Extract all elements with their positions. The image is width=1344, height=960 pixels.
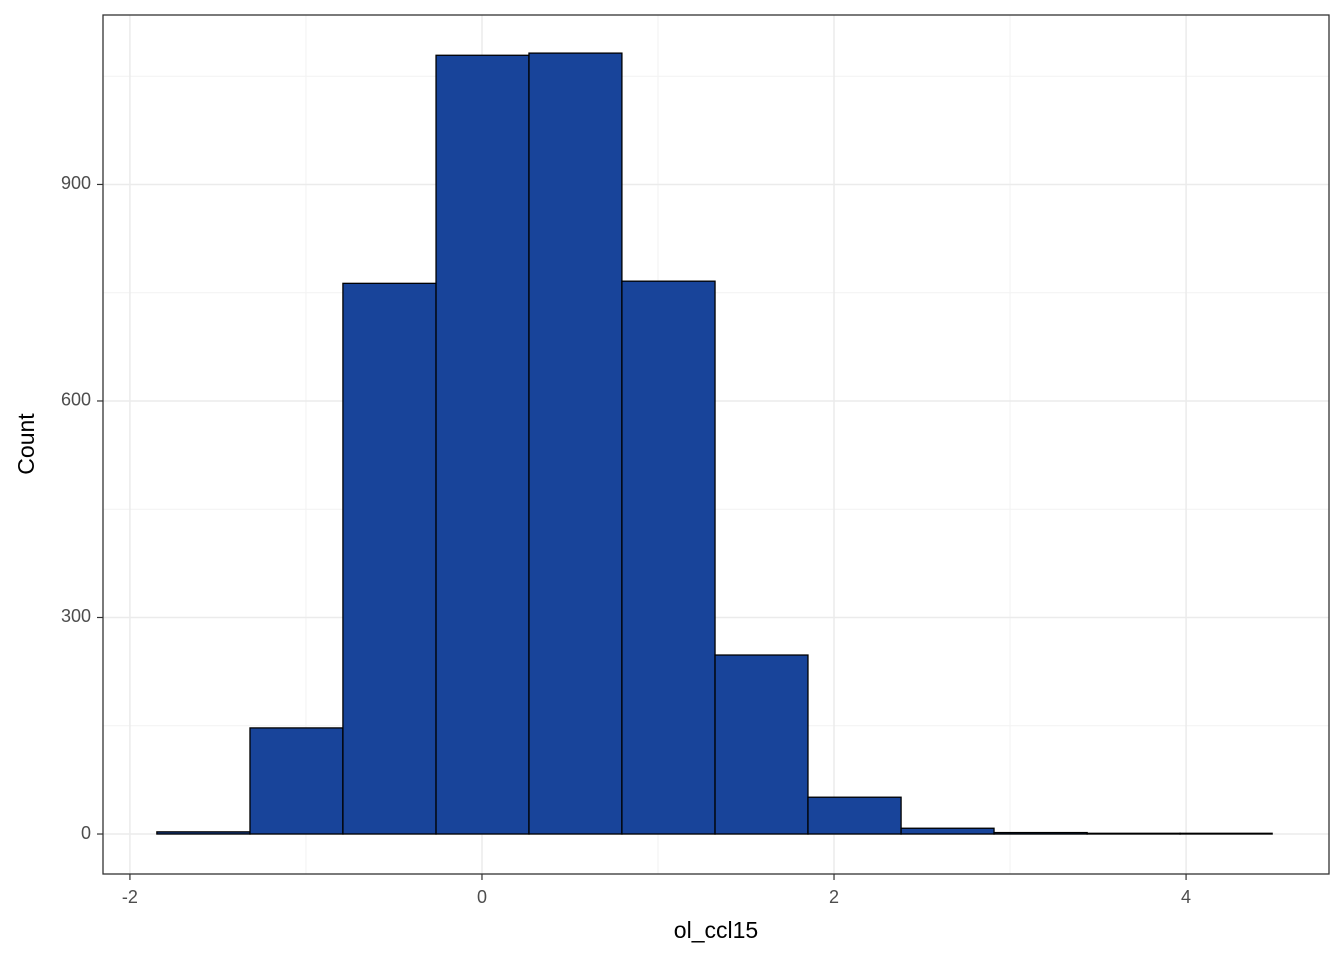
bar xyxy=(1086,832,1181,835)
y-tick-label: 0 xyxy=(81,823,91,843)
x-axis-title: ol_ccl15 xyxy=(674,917,758,943)
bar xyxy=(1179,832,1273,835)
x-tick-label: 0 xyxy=(477,887,487,907)
y-axis-title: Count xyxy=(13,413,39,475)
bar xyxy=(528,52,623,835)
bar xyxy=(900,827,995,835)
bar xyxy=(342,282,437,835)
y-tick-label: 900 xyxy=(61,173,91,193)
x-tick-label: 2 xyxy=(829,887,839,907)
bar xyxy=(435,54,530,835)
bar xyxy=(993,831,1088,835)
bar xyxy=(807,796,902,835)
bar xyxy=(156,831,251,835)
bar xyxy=(621,280,716,835)
panel-border xyxy=(102,14,1330,875)
y-tick-label: 600 xyxy=(61,390,91,410)
bar xyxy=(249,727,344,835)
x-tick-label: -2 xyxy=(122,887,138,907)
x-tick-label: 4 xyxy=(1181,887,1191,907)
y-tick-label: 300 xyxy=(61,606,91,626)
bar xyxy=(714,654,809,835)
